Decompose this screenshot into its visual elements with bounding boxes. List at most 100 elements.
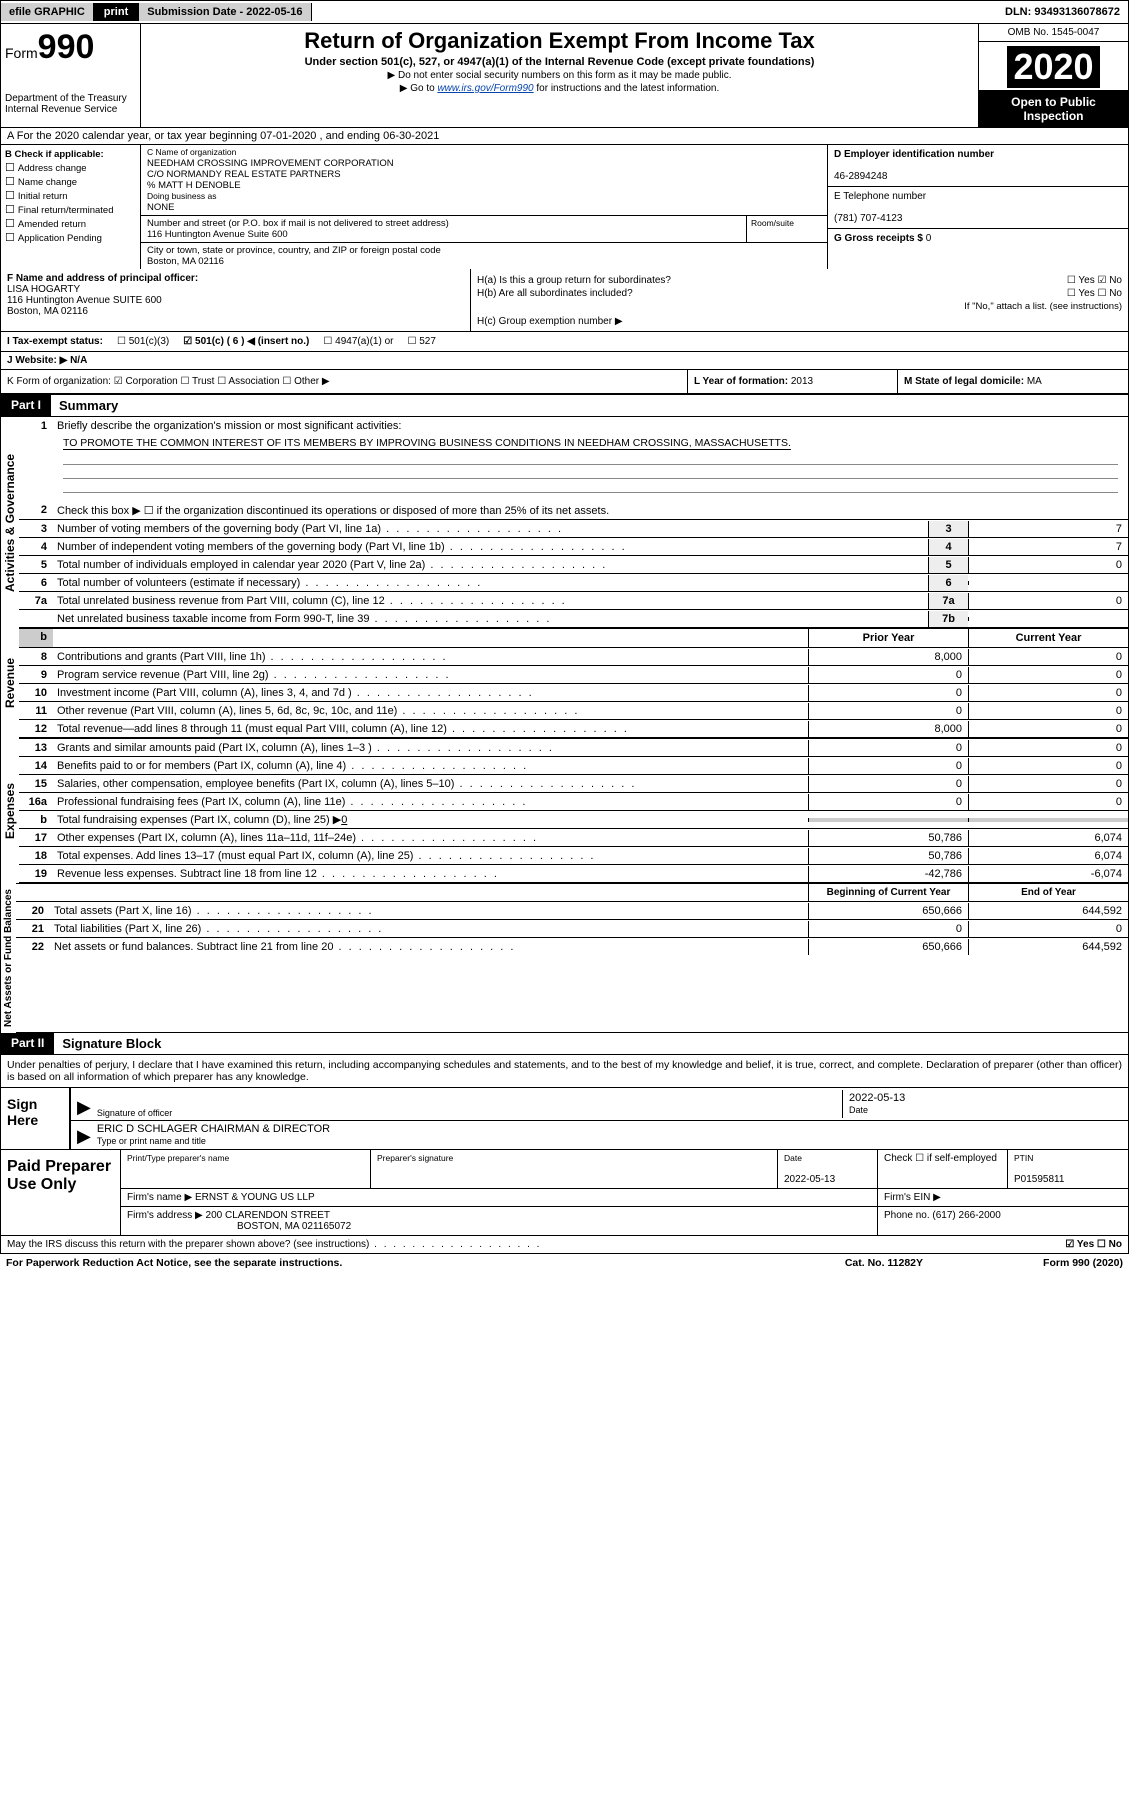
vlabel-net: Net Assets or Fund Balances — [0, 883, 16, 1033]
officer-printed-name: ERIC D SCHLAGER CHAIRMAN & DIRECTOR — [97, 1123, 330, 1135]
ha-ans[interactable]: ☐ Yes ☑ No — [1067, 275, 1122, 286]
part-2-title: Signature Block — [54, 1033, 1129, 1055]
officer-signature-line[interactable]: ▶ Signature of officer 2022-05-13 Date — [71, 1088, 1128, 1121]
line-text: Total unrelated business revenue from Pa… — [53, 593, 928, 609]
header-left: Form990 Department of the Treasury Inter… — [1, 24, 141, 127]
irs-label: Internal Revenue Service — [5, 104, 136, 115]
line-text: Number of independent voting members of … — [53, 539, 928, 555]
dln-label: DLN: 93493136078672 — [997, 3, 1128, 21]
line-text: Grants and similar amounts paid (Part IX… — [53, 740, 808, 756]
principal-officer: F Name and address of principal officer:… — [1, 269, 471, 331]
form-prefix: Form — [5, 45, 38, 61]
prior-val: 0 — [808, 667, 968, 683]
chk-initial-return[interactable]: Initial return — [5, 189, 136, 202]
opt-4947[interactable]: ☐ 4947(a)(1) or — [323, 336, 393, 347]
q1-text: Briefly describe the organization's miss… — [53, 418, 1128, 434]
org-name-3: % MATT H DENOBLE — [147, 180, 241, 191]
blank-line-1 — [63, 451, 1118, 465]
officer-addr1: 116 Huntington Avenue SUITE 600 — [7, 295, 162, 306]
hb-lbl: H(b) Are all subordinates included? — [477, 288, 633, 299]
org-name-lbl: C Name of organization — [147, 147, 236, 157]
form-subtitle: Under section 501(c), 527, or 4947(a)(1)… — [151, 56, 968, 68]
self-employed-chk[interactable]: Check ☐ if self-employed — [878, 1150, 1008, 1188]
chk-application-pending[interactable]: Application Pending — [5, 231, 136, 244]
curr-val: -6,074 — [968, 866, 1128, 882]
opt-501c3[interactable]: ☐ 501(c)(3) — [117, 336, 169, 347]
line-text: Contributions and grants (Part VIII, lin… — [53, 649, 808, 665]
line-num: 6 — [19, 575, 53, 591]
curr-val: 0 — [968, 667, 1128, 683]
ans-box: 4 — [928, 539, 968, 555]
line-text: Other expenses (Part IX, column (A), lin… — [53, 830, 808, 846]
chk-address-change[interactable]: Address change — [5, 161, 136, 174]
line-text: Net assets or fund balances. Subtract li… — [50, 939, 808, 955]
footer-left: For Paperwork Reduction Act Notice, see … — [6, 1257, 342, 1269]
ans-val — [968, 617, 1128, 621]
line-b-c — [968, 818, 1128, 822]
line-text: Total liabilities (Part X, line 26) — [50, 921, 808, 937]
group-return-block: H(a) Is this a group return for subordin… — [471, 269, 1128, 331]
curr-val: 6,074 — [968, 848, 1128, 864]
col-c-org-info: C Name of organization NEEDHAM CROSSING … — [141, 145, 828, 269]
sd-lbl: M State of legal domicile: — [904, 376, 1024, 387]
goto-pre: ▶ Go to — [400, 83, 438, 94]
col-b-title: B Check if applicable: — [5, 149, 104, 160]
prep-name-lbl: Print/Type preparer's name — [127, 1153, 364, 1163]
form-990: 990 — [38, 28, 95, 66]
vlabel-expenses: Expenses — [0, 738, 19, 883]
chk-final-return[interactable]: Final return/terminated — [5, 203, 136, 216]
line-text: Revenue less expenses. Subtract line 18 … — [53, 866, 808, 882]
submission-date: Submission Date - 2022-05-16 — [139, 3, 311, 21]
sig-date-lbl: Date — [849, 1105, 868, 1115]
prep-date-lbl: Date — [784, 1153, 871, 1163]
state-domicile: M State of legal domicile: MA — [898, 370, 1128, 393]
curr-val: 0 — [968, 740, 1128, 756]
firm-ein-lbl: Firm's EIN ▶ — [878, 1189, 1128, 1206]
line-text: Benefits paid to or for members (Part IX… — [53, 758, 808, 774]
line-text: Total number of volunteers (estimate if … — [53, 575, 928, 591]
ein-lbl: D Employer identification number — [834, 149, 994, 160]
ans-val: 0 — [968, 593, 1128, 609]
end-year-hdr: End of Year — [968, 884, 1128, 901]
chk-name-change[interactable]: Name change — [5, 175, 136, 188]
chk-amended-return[interactable]: Amended return — [5, 217, 136, 230]
form-of-org[interactable]: K Form of organization: ☑ Corporation ☐ … — [1, 370, 688, 393]
line-num: 13 — [19, 740, 53, 756]
firm-phone-lbl: Phone no. — [884, 1210, 930, 1221]
row-a-period: A For the 2020 calendar year, or tax yea… — [0, 128, 1129, 145]
street-block: Number and street (or P.O. box if mail i… — [141, 216, 747, 243]
curr-val: 0 — [968, 703, 1128, 719]
discuss-text: May the IRS discuss this return with the… — [7, 1239, 541, 1250]
ans-box: 6 — [928, 575, 968, 591]
line-text: Other revenue (Part VIII, column (A), li… — [53, 703, 808, 719]
ans-val: 0 — [968, 557, 1128, 573]
prior-val: 0 — [808, 758, 968, 774]
curr-val: 0 — [968, 921, 1128, 937]
line-num: 3 — [19, 521, 53, 537]
hb-ans[interactable]: ☐ Yes ☐ No — [1067, 288, 1122, 299]
prior-val: 50,786 — [808, 830, 968, 846]
ptin-lbl: PTIN — [1014, 1153, 1122, 1163]
footer-mid: Cat. No. 11282Y — [845, 1257, 923, 1269]
curr-val: 0 — [968, 758, 1128, 774]
ein-block: D Employer identification number 46-2894… — [828, 145, 1128, 187]
irs-link[interactable]: www.irs.gov/Form990 — [437, 83, 533, 94]
sig-date-block: 2022-05-13 Date — [842, 1090, 1122, 1118]
row-k-l-m: K Form of organization: ☑ Corporation ☐ … — [0, 370, 1129, 394]
line-num: 11 — [19, 703, 53, 719]
ans-val — [968, 581, 1128, 585]
print-button[interactable]: print — [94, 3, 139, 21]
opt-501c[interactable]: ☑ 501(c) ( 6 ) ◀ (insert no.) — [183, 336, 309, 347]
line-num: 5 — [19, 557, 53, 573]
opt-527[interactable]: ☐ 527 — [408, 336, 436, 347]
line-num: 14 — [19, 758, 53, 774]
discuss-ans[interactable]: ☑ Yes ☐ No — [1065, 1239, 1122, 1250]
penalty-text: Under penalties of perjury, I declare th… — [0, 1055, 1129, 1087]
firm-phone-val: (617) 266-2000 — [932, 1210, 1000, 1221]
line-num: 4 — [19, 539, 53, 555]
sig-date-val: 2022-05-13 — [849, 1092, 905, 1104]
blank-line-2 — [63, 465, 1118, 479]
q2-text[interactable]: Check this box ▶ ☐ if the organization d… — [53, 502, 1128, 519]
curr-val: 0 — [968, 721, 1128, 737]
paid-preparer-label: Paid Preparer Use Only — [1, 1150, 121, 1235]
